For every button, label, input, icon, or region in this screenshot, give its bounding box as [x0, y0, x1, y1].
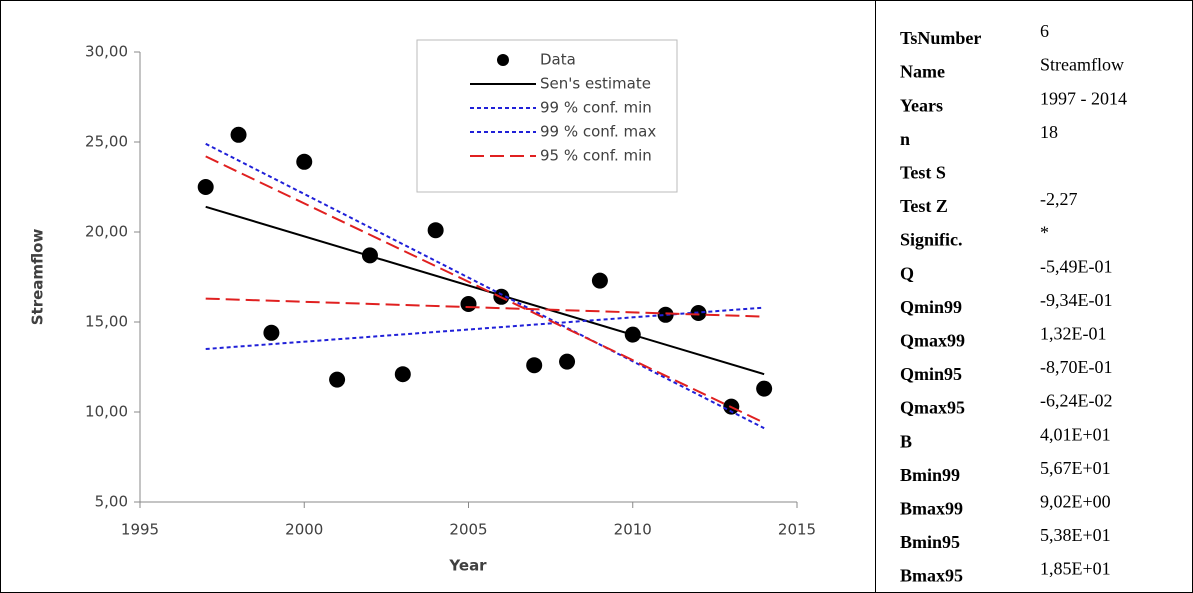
trend-line: [205, 306, 765, 350]
row-label: Bmin95: [900, 532, 960, 552]
row-value: -8,70E-01: [1040, 357, 1112, 377]
data-point: [690, 305, 707, 321]
row-value: Streamflow: [1040, 55, 1124, 75]
row-value: 4,01E+01: [1040, 424, 1111, 444]
row-value: 5,67E+01: [1040, 458, 1111, 478]
data-point: [657, 306, 674, 323]
row-value: -2,27: [1040, 189, 1078, 209]
row-value: 9,02E+00: [1040, 492, 1111, 512]
data-point: [460, 296, 477, 312]
x-tick-label: 2010: [614, 521, 652, 539]
row-label: n: [900, 129, 910, 149]
legend: [416, 39, 678, 193]
legend-label: 99 % conf. min: [540, 99, 652, 117]
trend-line: [205, 155, 765, 424]
row-value: 1,85E+01: [1040, 559, 1111, 579]
x-tick-label: 2015: [778, 521, 816, 539]
y-tick-label: 20,00: [85, 223, 128, 241]
row-label: Qmax99: [900, 331, 965, 351]
row-value: -9,34E-01: [1040, 290, 1112, 310]
data-point: [329, 371, 346, 388]
legend-label: 95 % conf. min: [540, 147, 652, 165]
data-point: [427, 222, 444, 239]
row-value: -5,49E-01: [1040, 256, 1112, 276]
data-point: [197, 179, 214, 195]
x-tick-label: 2000: [285, 521, 323, 539]
data-point: [756, 380, 773, 397]
row-label: Name: [900, 62, 945, 82]
row-label: TsNumber: [900, 28, 981, 48]
row-label: Qmax95: [900, 398, 965, 418]
row-label: Q: [900, 263, 914, 283]
row-label: Test Z: [900, 196, 948, 216]
x-axis-label: Year: [448, 557, 487, 575]
row-label: Bmax99: [900, 499, 963, 519]
legend-label: Data: [540, 51, 576, 69]
y-axis-label: Streamflow: [29, 229, 47, 326]
data-point: [591, 272, 608, 289]
row-label: Signific.: [900, 230, 963, 250]
y-tick-label: 25,00: [85, 133, 128, 151]
data-point: [559, 353, 576, 370]
row-value: 1997 - 2014: [1040, 88, 1127, 108]
data-point: [230, 126, 247, 143]
x-tick-label: 2005: [449, 521, 487, 539]
row-label: Bmin99: [900, 465, 960, 485]
y-tick-label: 15,00: [85, 313, 128, 331]
y-tick-label: 10,00: [85, 403, 128, 421]
data-point: [296, 153, 313, 170]
trend-line: [205, 297, 765, 318]
legend-marker: [497, 54, 509, 66]
row-value: -6,24E-02: [1040, 391, 1112, 411]
row-label: Bmax95: [900, 566, 963, 586]
legend-label: Sen's estimate: [540, 75, 651, 93]
x-tick-label: 1995: [121, 521, 159, 539]
row-label: B: [900, 431, 912, 451]
y-tick-label: 30,00: [85, 43, 128, 61]
data-point: [263, 324, 280, 341]
row-value: 1,32E-01: [1040, 324, 1107, 344]
data-point: [394, 366, 411, 383]
data-point: [526, 357, 543, 374]
row-label: Qmin99: [900, 297, 962, 317]
legend-label: 99 % conf. max: [540, 123, 656, 141]
y-tick-label: 5,00: [95, 493, 128, 511]
row-value: 5,38E+01: [1040, 525, 1111, 545]
row-label: Years: [900, 95, 943, 115]
row-label: Qmin95: [900, 364, 962, 384]
row-value: *: [1040, 223, 1049, 243]
row-value: 6: [1040, 21, 1049, 41]
row-label: Test S: [900, 163, 946, 183]
row-value: 18: [1040, 122, 1058, 142]
